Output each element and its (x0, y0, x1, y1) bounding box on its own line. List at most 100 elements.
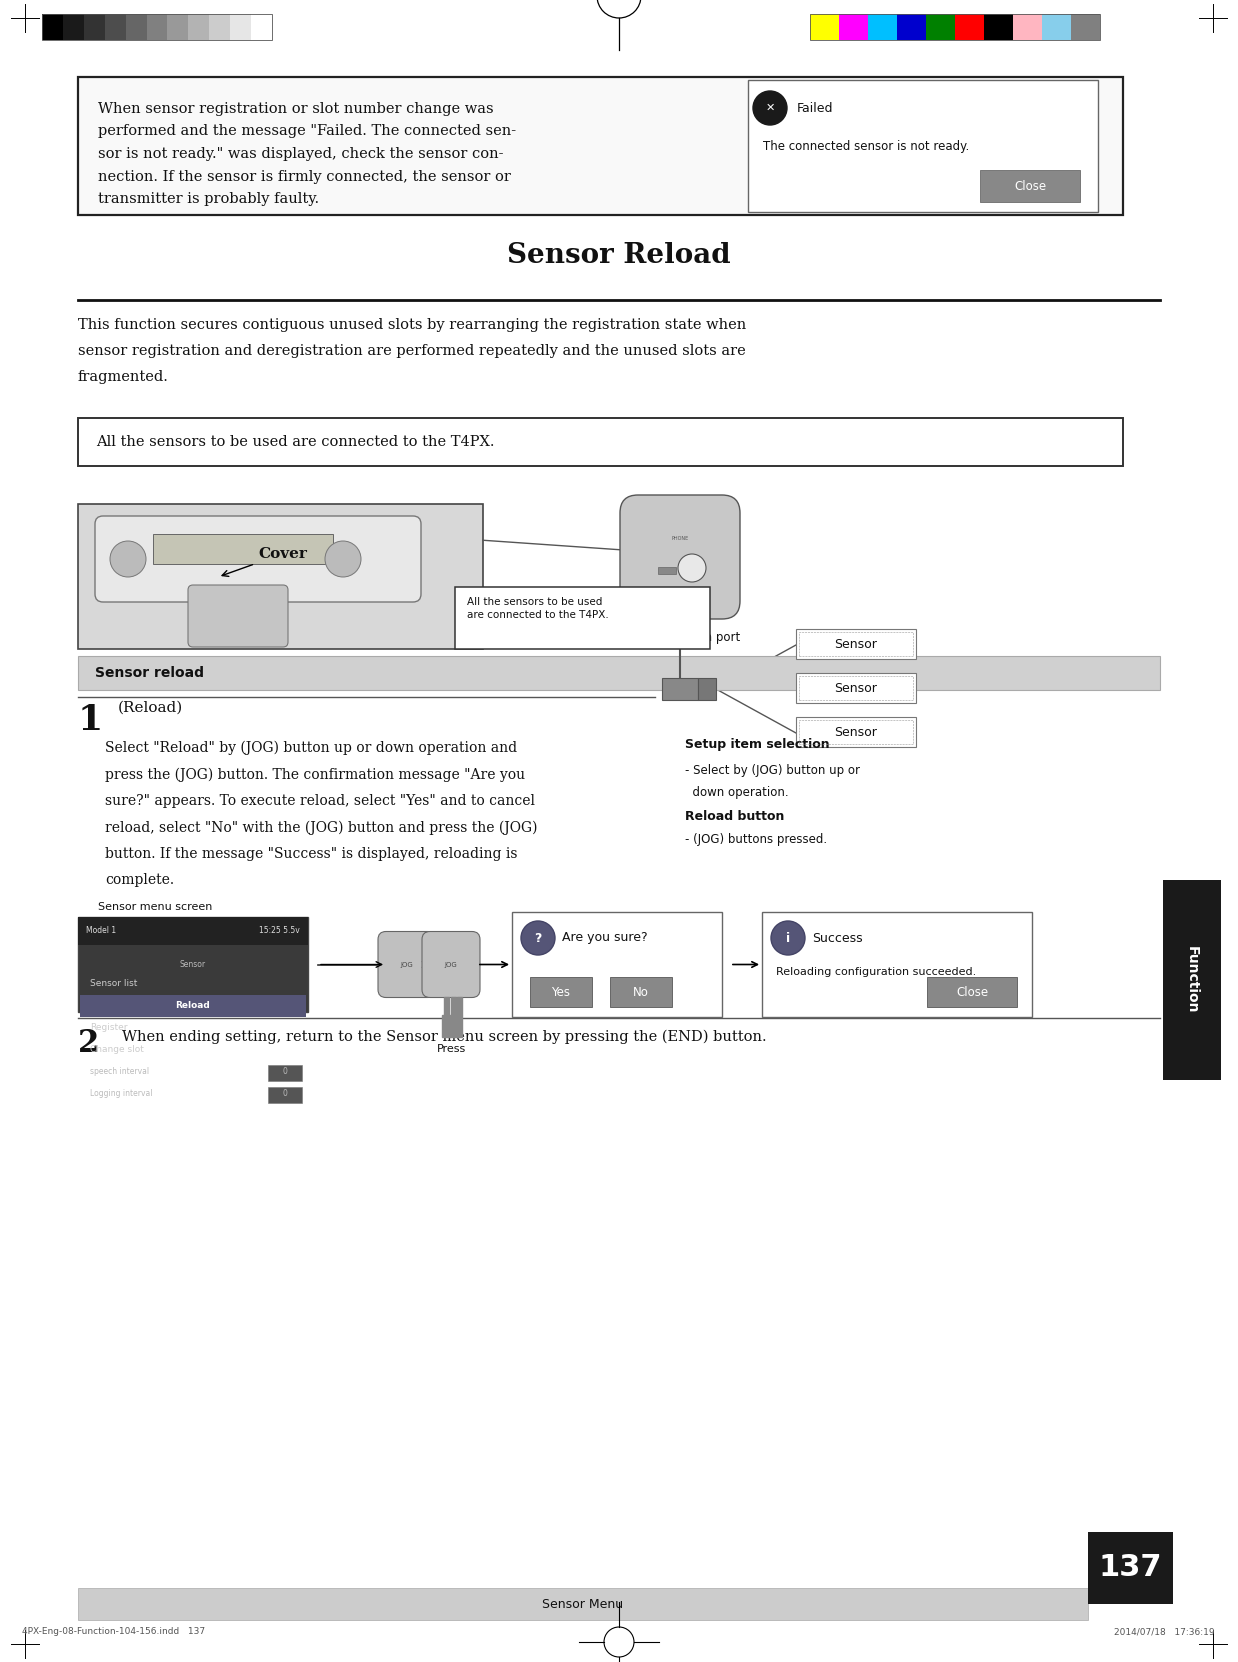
Text: 0: 0 (282, 1067, 287, 1077)
Text: JOG: JOG (401, 962, 413, 967)
FancyBboxPatch shape (662, 678, 698, 700)
FancyBboxPatch shape (1042, 13, 1071, 40)
Text: reload, select "No" with the (JOG) button and press the (JOG): reload, select "No" with the (JOG) butto… (105, 821, 537, 834)
Text: 137: 137 (1099, 1554, 1162, 1582)
Text: Cover: Cover (222, 547, 307, 577)
FancyBboxPatch shape (1088, 1532, 1172, 1604)
Text: All the sensors to be used are connected to the T4PX.: All the sensors to be used are connected… (97, 435, 494, 449)
FancyBboxPatch shape (80, 996, 306, 1017)
Text: Function: Function (1185, 946, 1198, 1014)
Text: Are you sure?: Are you sure? (562, 931, 647, 944)
FancyBboxPatch shape (796, 716, 916, 746)
Text: This function secures contiguous unused slots by rearranging the registration st: This function secures contiguous unused … (78, 317, 747, 332)
Text: Sensor: Sensor (180, 961, 206, 969)
Text: 0: 0 (282, 1090, 287, 1099)
FancyBboxPatch shape (78, 419, 1123, 465)
Text: Sensor: Sensor (834, 638, 878, 650)
FancyBboxPatch shape (63, 13, 84, 40)
FancyBboxPatch shape (267, 1065, 302, 1080)
FancyBboxPatch shape (839, 13, 868, 40)
FancyBboxPatch shape (513, 912, 722, 1017)
Text: The connected sensor is not ready.: The connected sensor is not ready. (763, 140, 969, 153)
FancyBboxPatch shape (1013, 13, 1042, 40)
Polygon shape (457, 997, 462, 1014)
Text: - Select by (JOG) button up or: - Select by (JOG) button up or (685, 765, 860, 778)
Text: 1: 1 (78, 703, 103, 736)
Polygon shape (451, 997, 456, 1014)
FancyBboxPatch shape (188, 585, 288, 647)
Text: 15:25 5.5v: 15:25 5.5v (259, 926, 300, 936)
FancyBboxPatch shape (620, 495, 740, 618)
Circle shape (771, 921, 805, 956)
Text: Close: Close (1014, 179, 1046, 193)
FancyBboxPatch shape (209, 13, 230, 40)
Text: Register: Register (90, 1024, 128, 1032)
Text: Press: Press (437, 1044, 467, 1054)
Text: Sensor menu screen: Sensor menu screen (98, 902, 213, 912)
Text: sensor registration and deregistration are performed repeatedly and the unused s: sensor registration and deregistration a… (78, 344, 745, 357)
Text: sor is not ready." was displayed, check the sensor con-: sor is not ready." was displayed, check … (98, 146, 504, 161)
Circle shape (678, 553, 706, 582)
Polygon shape (442, 1014, 462, 1037)
FancyBboxPatch shape (954, 13, 984, 40)
Text: No: No (633, 986, 649, 999)
Text: Failed: Failed (797, 101, 833, 115)
FancyBboxPatch shape (1071, 13, 1101, 40)
FancyBboxPatch shape (796, 673, 916, 703)
FancyBboxPatch shape (84, 13, 105, 40)
FancyBboxPatch shape (78, 917, 308, 1012)
FancyBboxPatch shape (868, 13, 898, 40)
FancyBboxPatch shape (748, 80, 1098, 213)
Text: 4PX-Eng-08-Function-104-156.indd   137: 4PX-Eng-08-Function-104-156.indd 137 (22, 1627, 206, 1637)
Text: Sensor reload: Sensor reload (95, 666, 204, 680)
FancyBboxPatch shape (267, 1087, 302, 1104)
Text: speech interval: speech interval (90, 1067, 149, 1077)
Text: All the sensors to be used
are connected to the T4PX.: All the sensors to be used are connected… (467, 597, 609, 620)
Text: Close: Close (956, 986, 988, 999)
Text: 2014/07/18   17:36:19: 2014/07/18 17:36:19 (1114, 1627, 1214, 1637)
Text: Model 1: Model 1 (85, 926, 116, 936)
Text: sure?" appears. To execute reload, select "Yes" and to cancel: sure?" appears. To execute reload, selec… (105, 794, 535, 808)
FancyBboxPatch shape (95, 515, 421, 602)
Text: down operation.: down operation. (685, 786, 789, 799)
Text: nection. If the sensor is firmly connected, the sensor or: nection. If the sensor is firmly connect… (98, 170, 511, 183)
FancyBboxPatch shape (78, 917, 308, 946)
Text: 2: 2 (78, 1029, 99, 1059)
Text: Sensor: Sensor (834, 681, 878, 695)
FancyBboxPatch shape (810, 13, 839, 40)
FancyBboxPatch shape (251, 13, 272, 40)
FancyBboxPatch shape (78, 656, 1160, 690)
FancyBboxPatch shape (698, 678, 716, 700)
FancyBboxPatch shape (378, 931, 436, 997)
Text: When sensor registration or slot number change was: When sensor registration or slot number … (98, 101, 494, 116)
FancyBboxPatch shape (898, 13, 926, 40)
Text: complete.: complete. (105, 874, 175, 888)
Text: button. If the message "Success" is displayed, reloading is: button. If the message "Success" is disp… (105, 848, 517, 861)
Text: Reload: Reload (176, 1002, 210, 1010)
Circle shape (326, 542, 361, 577)
Text: Logging interval: Logging interval (90, 1090, 152, 1099)
Text: Yes: Yes (551, 986, 571, 999)
Text: Reloading configuration succeeded.: Reloading configuration succeeded. (776, 967, 977, 977)
FancyBboxPatch shape (927, 977, 1016, 1007)
Text: Setup item selection: Setup item selection (685, 738, 829, 751)
Text: JOG: JOG (444, 962, 457, 967)
Text: ✕: ✕ (765, 103, 775, 113)
Text: performed and the message "Failed. The connected sen-: performed and the message "Failed. The c… (98, 125, 516, 138)
FancyBboxPatch shape (1162, 879, 1221, 1080)
FancyBboxPatch shape (984, 13, 1013, 40)
Text: Select "Reload" by (JOG) button up or down operation and: Select "Reload" by (JOG) button up or do… (105, 741, 517, 756)
FancyBboxPatch shape (167, 13, 188, 40)
Text: Sensor list: Sensor list (90, 979, 137, 989)
FancyBboxPatch shape (188, 13, 209, 40)
FancyBboxPatch shape (78, 76, 1123, 214)
FancyBboxPatch shape (763, 912, 1032, 1017)
FancyBboxPatch shape (146, 13, 167, 40)
Text: Change slot: Change slot (90, 1045, 144, 1054)
Circle shape (521, 921, 555, 956)
FancyBboxPatch shape (154, 534, 333, 563)
Text: Communication port: Communication port (619, 632, 740, 643)
Text: (Reload): (Reload) (118, 701, 183, 715)
FancyBboxPatch shape (530, 977, 592, 1007)
FancyBboxPatch shape (105, 13, 125, 40)
